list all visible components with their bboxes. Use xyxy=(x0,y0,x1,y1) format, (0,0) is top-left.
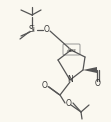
Text: O: O xyxy=(44,25,50,35)
Text: Si: Si xyxy=(29,25,36,35)
Text: O: O xyxy=(66,98,72,107)
Polygon shape xyxy=(83,67,97,73)
Text: Abs: Abs xyxy=(67,47,76,52)
FancyBboxPatch shape xyxy=(63,44,80,55)
Text: O: O xyxy=(42,81,48,91)
Text: N: N xyxy=(67,76,73,85)
Text: O: O xyxy=(95,80,101,88)
